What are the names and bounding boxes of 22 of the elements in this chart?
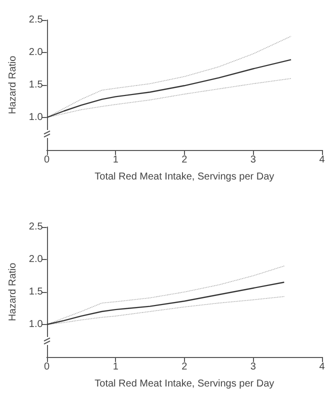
y-tick-label: 1.5: [28, 286, 44, 298]
y-tick-label: 1.0: [28, 319, 44, 330]
y-tick-label: 2.5: [28, 222, 44, 232]
x-tick-label: 1: [112, 154, 119, 166]
x-axis-title: Total Red Meat Intake, Servings per Day: [94, 378, 274, 390]
y-tick-label: 2.5: [28, 14, 44, 26]
y-tick-label: 1.5: [28, 80, 44, 90]
x-tick-label: 0: [44, 154, 50, 166]
x-tick-label: 0: [44, 362, 50, 372]
x-tick-label: 1: [112, 362, 119, 372]
y-axis-title: Hazard Ratio: [8, 55, 18, 114]
x-tick-label: 3: [250, 154, 256, 166]
y-tick-label: 2.0: [28, 47, 44, 58]
x-axis-title: Total Red Meat Intake, Servings per Day: [94, 172, 274, 182]
x-tick-label: 4: [319, 362, 326, 372]
x-tick-label: 2: [182, 362, 188, 372]
x-tick-label: 2: [182, 154, 188, 166]
y-axis-title: Hazard Ratio: [8, 262, 18, 322]
x-tick-label: 3: [250, 362, 256, 372]
y-tick-label: 1.0: [28, 112, 44, 123]
x-tick-label: 4: [319, 154, 326, 166]
y-tick-label: 2.0: [28, 254, 44, 265]
